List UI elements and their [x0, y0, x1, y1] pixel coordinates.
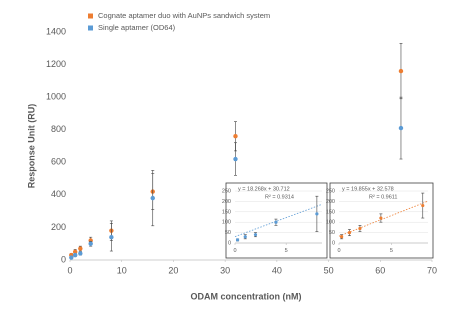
point	[72, 249, 78, 255]
point	[72, 252, 78, 258]
point	[274, 220, 278, 224]
y-tick-label: 200	[51, 222, 66, 232]
y-tick-label: 100	[222, 220, 231, 226]
y-tick-label: 200	[326, 199, 335, 205]
x-tick-label: 60	[375, 265, 385, 275]
point	[233, 156, 238, 162]
y-tick-label: 0	[61, 254, 66, 264]
x-tick-label: 50	[324, 265, 334, 275]
point	[421, 203, 425, 208]
y-tick-label: 200	[222, 199, 231, 205]
trend-r2: R² = 0.9611	[369, 194, 398, 200]
legend-label: Single aptamer (OD64)	[98, 23, 176, 32]
y-tick-label: 1400	[46, 26, 66, 36]
point	[340, 235, 344, 239]
y-tick-label: 250	[326, 188, 335, 194]
point	[358, 226, 362, 231]
point	[347, 231, 352, 235]
legend-swatch	[88, 13, 93, 19]
y-tick-label: 400	[51, 189, 66, 199]
point	[78, 246, 83, 251]
y-tick-label: 800	[51, 124, 66, 134]
point	[398, 68, 404, 74]
point	[315, 212, 319, 216]
legend-label: Cognate aptamer duo with AuNPs sandwich …	[98, 11, 270, 20]
trend-line	[234, 203, 323, 237]
y-tick-label: 0	[332, 240, 335, 246]
y-tick-label: 0	[228, 240, 231, 246]
point	[379, 216, 383, 220]
point	[150, 195, 155, 201]
y-tick-label: 100	[326, 220, 335, 226]
point	[398, 125, 404, 131]
trend-line	[338, 200, 429, 237]
y-tick-label: 250	[222, 188, 231, 194]
inset-frame	[329, 182, 434, 259]
x-tick-label: 0	[337, 248, 340, 254]
point	[233, 134, 238, 139]
x-tick-label: 0	[233, 248, 236, 254]
point	[78, 251, 83, 256]
x-tick-label: 70	[427, 265, 437, 275]
y-tick-label: 150	[222, 209, 231, 215]
x-tick-label: 5	[390, 248, 393, 254]
x-axis-title: ODAM concentration (nM)	[191, 291, 302, 301]
y-tick-label: 50	[225, 230, 231, 236]
trend-equation: y = 19.855x + 32.578	[342, 186, 394, 192]
point	[235, 238, 240, 242]
legend-swatch	[88, 25, 93, 31]
y-tick-label: 1000	[46, 92, 66, 102]
y-axis-title: Response Unit (RU)	[26, 104, 36, 189]
x-tick-label: 20	[168, 265, 178, 275]
inset-frame	[225, 182, 328, 259]
x-tick-label: 30	[220, 265, 230, 275]
x-tick-label: 5	[285, 248, 288, 254]
point	[253, 233, 258, 237]
y-tick-label: 50	[329, 230, 335, 236]
x-tick-label: 10	[117, 265, 127, 275]
y-tick-label: 150	[326, 209, 335, 215]
point	[243, 235, 247, 239]
x-tick-label: 40	[272, 265, 282, 275]
point	[109, 235, 114, 240]
point	[88, 241, 93, 246]
point	[69, 255, 74, 260]
y-tick-label: 600	[51, 157, 66, 167]
trend-equation: y = 18.268x + 30.712	[238, 186, 290, 192]
y-tick-label: 1200	[46, 59, 66, 69]
x-tick-label: 0	[67, 265, 72, 275]
trend-r2: R² = 0.9314	[265, 194, 294, 200]
